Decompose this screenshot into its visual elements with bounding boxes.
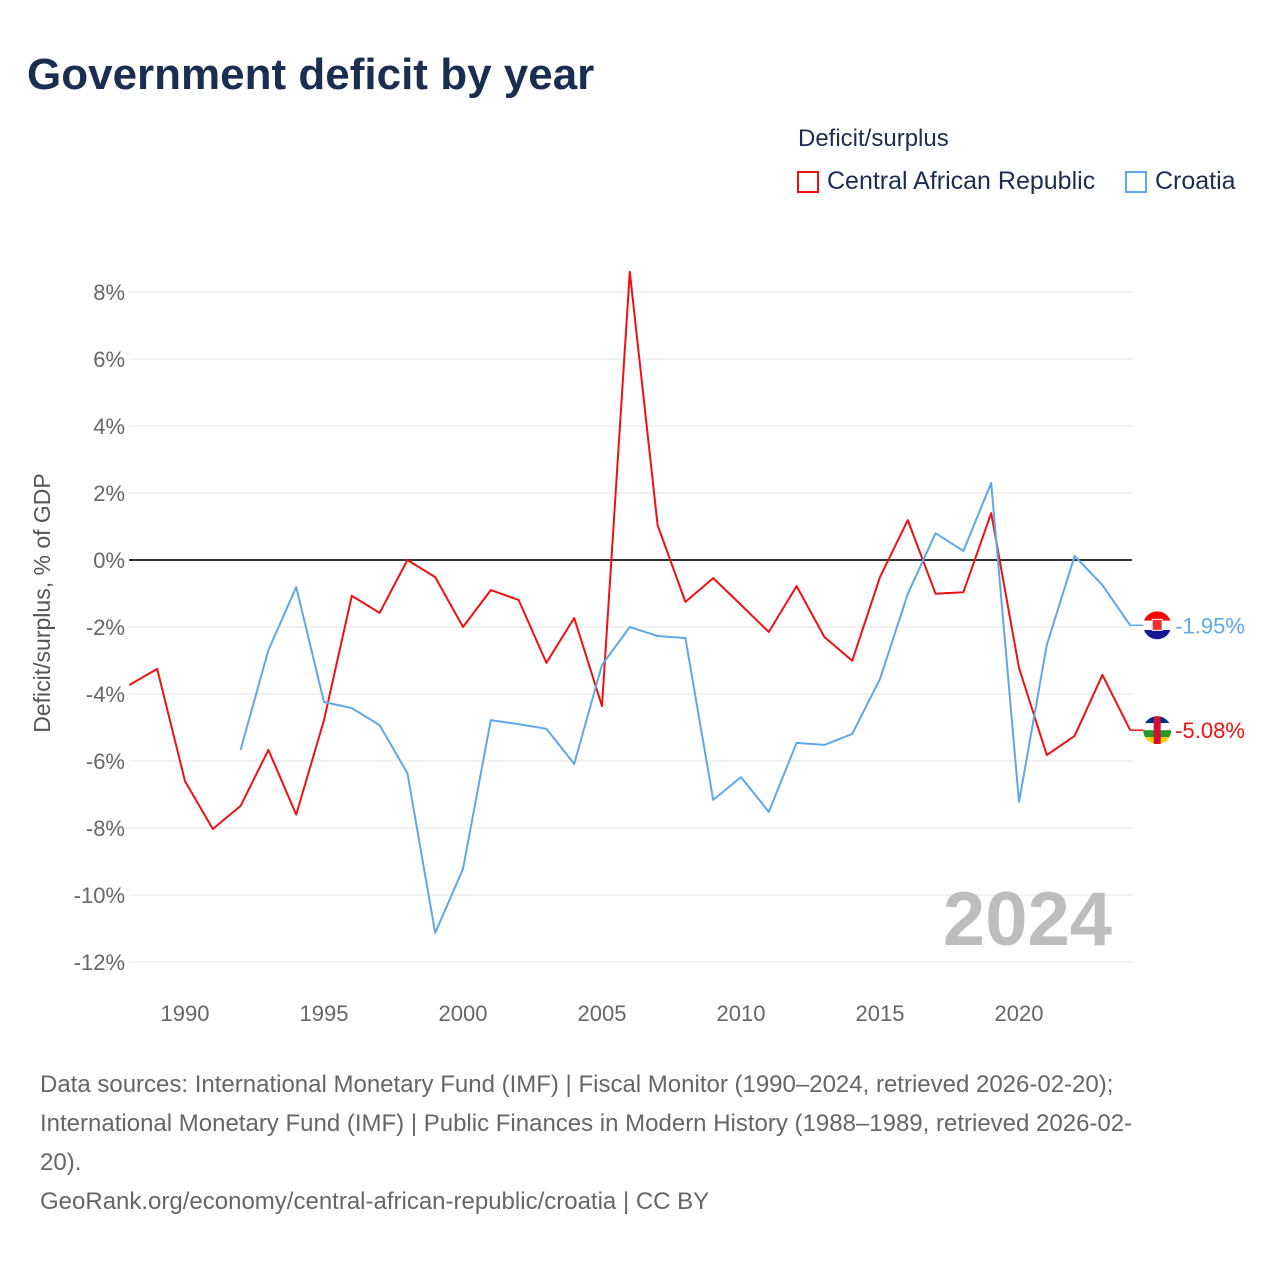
y-tick-label: -8% bbox=[86, 816, 125, 841]
source-line-2: International Monetary Fund (IMF) | Publ… bbox=[40, 1110, 1133, 1137]
series-line-croatia bbox=[239, 481, 1132, 934]
flag-central-african-republic-icon bbox=[1143, 716, 1172, 745]
x-tick-label: 1990 bbox=[161, 1001, 210, 1026]
end-value-label: -5.08% bbox=[1175, 718, 1245, 743]
x-tick-label: 2020 bbox=[995, 1001, 1044, 1026]
chart-title: Government deficit by year bbox=[27, 50, 595, 99]
end-value-label: -1.95% bbox=[1175, 613, 1245, 638]
y-tick-label: 8% bbox=[93, 280, 125, 305]
y-tick-label: -2% bbox=[86, 615, 125, 640]
source-line-3: 20). bbox=[40, 1149, 82, 1176]
x-tick-label: 2000 bbox=[439, 1001, 488, 1026]
x-tick-label: 1995 bbox=[300, 1001, 349, 1026]
y-axis-label: Deficit/surplus, % of GDP bbox=[29, 473, 55, 732]
y-tick-label: -10% bbox=[74, 883, 125, 908]
y-tick-label: -6% bbox=[86, 749, 125, 774]
y-tick-label: 6% bbox=[93, 347, 125, 372]
y-tick-label: 4% bbox=[93, 414, 125, 439]
legend-label: Croatia bbox=[1155, 167, 1236, 195]
flag-croatia-icon bbox=[1143, 611, 1172, 640]
y-tick-label: 2% bbox=[93, 481, 125, 506]
year-watermark: 2024 bbox=[943, 877, 1112, 962]
y-tick-label: -4% bbox=[86, 682, 125, 707]
legend-swatch bbox=[1125, 170, 1147, 193]
legend-item-croatia[interactable]: Croatia bbox=[1125, 167, 1236, 196]
x-tick-label: 2005 bbox=[578, 1001, 627, 1026]
series-line-central-african-republic bbox=[128, 270, 1132, 830]
legend-item-central-african-republic[interactable]: Central African Republic bbox=[797, 167, 1095, 196]
x-tick-label: 2015 bbox=[856, 1001, 905, 1026]
line-chart: 8% 6% 4% 2% 0% -2% -4% -6% -8% -10% -12% 1990 1995 20… bbox=[29, 270, 1245, 1026]
legend-swatch bbox=[797, 170, 819, 193]
y-tick-label: -12% bbox=[74, 950, 125, 975]
legend-title: Deficit/surplus bbox=[798, 125, 949, 152]
legend-label: Central African Republic bbox=[827, 167, 1096, 195]
x-tick-label: 2010 bbox=[717, 1001, 766, 1026]
source-link[interactable]: GeoRank.org/economy/central-african-repu… bbox=[40, 1188, 710, 1215]
y-tick-label: 0% bbox=[93, 548, 125, 573]
source-line-1: Data sources: International Monetary Fun… bbox=[40, 1071, 1114, 1098]
